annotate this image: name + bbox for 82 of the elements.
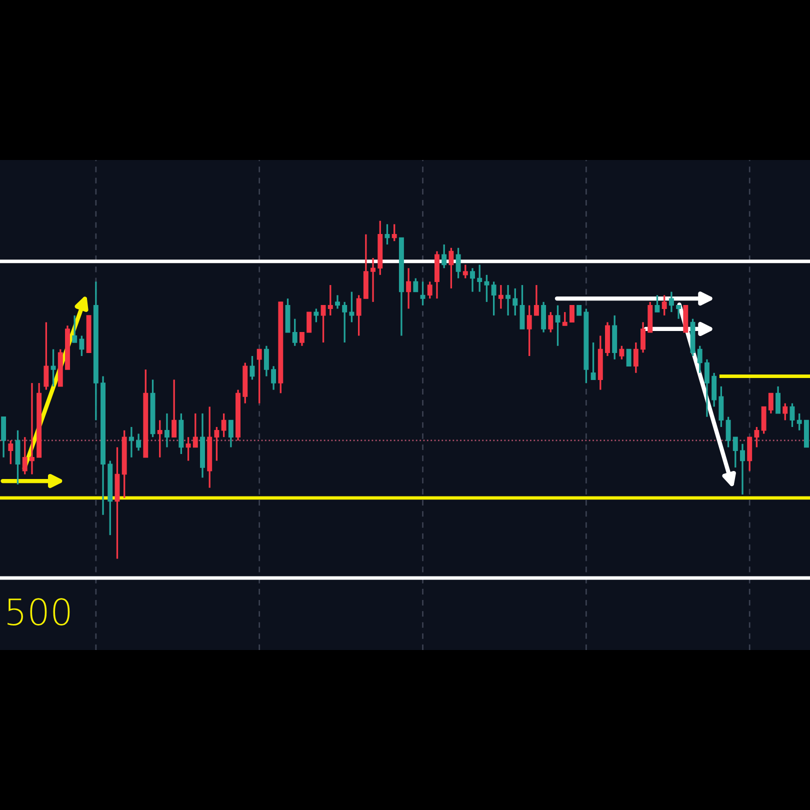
candlestick [328, 284, 333, 316]
candlestick [442, 244, 447, 269]
candlestick [427, 280, 432, 300]
candlestick [548, 311, 554, 334]
candlestick [534, 284, 539, 316]
candlestick [136, 432, 142, 452]
candlestick [726, 416, 731, 448]
candlestick [562, 311, 568, 326]
candlestick [697, 345, 702, 374]
candlestick [271, 365, 276, 391]
candlestick [228, 419, 234, 448]
candlestick [392, 223, 397, 242]
candlestick [704, 358, 710, 418]
candlestick [384, 223, 390, 246]
candlestick [676, 304, 682, 320]
candlestick [782, 402, 788, 422]
candlestick [512, 288, 518, 316]
candlestick [314, 308, 319, 324]
candlestick [796, 412, 802, 432]
candlestick [406, 267, 412, 310]
candlestick [306, 311, 312, 334]
candlestick [776, 386, 781, 414]
candlestick [456, 247, 461, 280]
candlestick [186, 436, 191, 462]
candlestick [761, 406, 766, 435]
candlestick [668, 290, 674, 313]
candlestick [370, 257, 376, 303]
candlestick [790, 402, 795, 428]
candlestick [413, 277, 418, 293]
candlestick [29, 382, 34, 476]
candlestick [221, 412, 226, 438]
candlestick [590, 342, 596, 380]
candlestick [448, 247, 454, 290]
candlestick [320, 304, 326, 344]
candlestick [718, 386, 724, 428]
candlestick [470, 267, 475, 293]
candlestick [633, 342, 638, 374]
candlestick [8, 440, 14, 465]
candlestick [754, 426, 760, 448]
candlestick [164, 412, 170, 448]
candlestick [712, 372, 717, 408]
candlestick [299, 332, 304, 347]
candlestick [555, 304, 560, 347]
candlestick [22, 436, 28, 476]
candlestick [335, 294, 340, 310]
candlestick [541, 301, 546, 334]
candlestick [128, 426, 134, 458]
candlestick [342, 301, 348, 344]
candlestick [526, 304, 532, 357]
candlestick [768, 392, 774, 414]
candlestick [356, 294, 362, 337]
candlestick [50, 348, 56, 388]
candlestick [349, 290, 354, 324]
candlestick [292, 318, 298, 347]
candlestick [662, 294, 667, 316]
candlestick [576, 304, 582, 316]
candlestick [491, 280, 496, 316]
candlestick [79, 334, 84, 357]
candlestick [740, 443, 745, 496]
candlestick [732, 436, 738, 468]
candlestick [477, 264, 482, 293]
candlestick [157, 419, 162, 458]
candlestick [520, 284, 525, 330]
candlestick [214, 426, 220, 462]
candlestick [264, 345, 269, 378]
candlestick [15, 430, 20, 486]
candlestick [640, 321, 646, 354]
candlestick [1, 416, 6, 458]
candlestick [44, 321, 49, 391]
candlestick [654, 294, 660, 313]
candlestick [626, 348, 632, 366]
candlestick [420, 280, 426, 306]
candlestick [72, 314, 78, 344]
candlestick [619, 345, 624, 360]
candlestick [484, 274, 490, 303]
candlestick [506, 284, 511, 316]
candlestick [192, 412, 198, 448]
candlestick [569, 304, 574, 323]
candlestick [498, 284, 504, 310]
candlestick [462, 264, 468, 280]
candlestick [172, 378, 177, 438]
text: 500 [8, 598, 70, 626]
